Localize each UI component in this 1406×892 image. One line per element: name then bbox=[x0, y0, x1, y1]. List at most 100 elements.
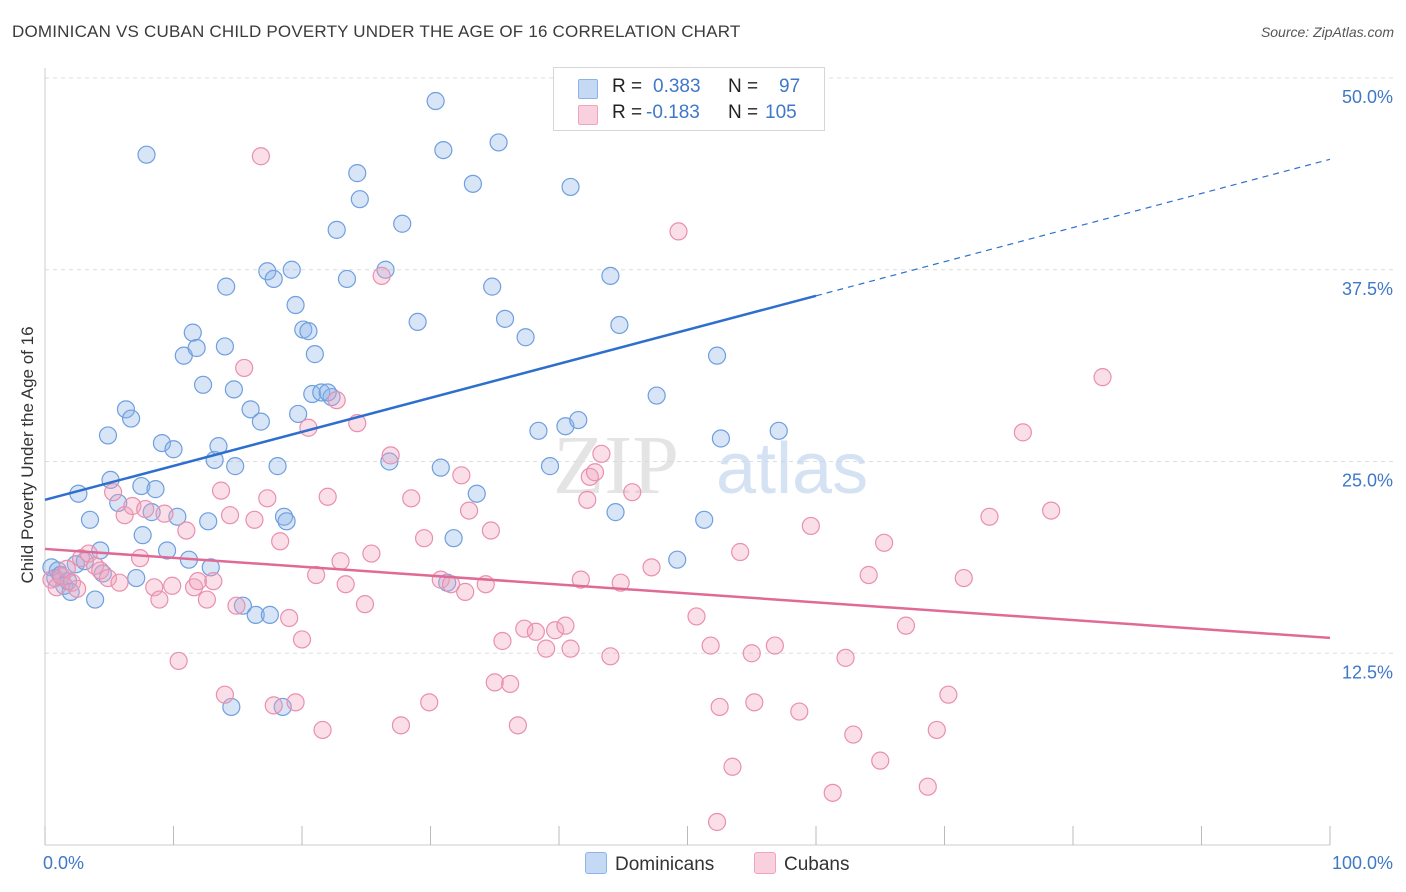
trendlines bbox=[44, 158, 1331, 640]
cuban-point bbox=[155, 504, 174, 523]
x-tick-label: 100.0% bbox=[1332, 853, 1393, 873]
cuban-point bbox=[110, 573, 129, 592]
cuban-point bbox=[556, 616, 575, 635]
dominican-point bbox=[707, 346, 727, 365]
dominican-point bbox=[201, 558, 220, 577]
cuban-point bbox=[918, 777, 937, 796]
cuban-point bbox=[227, 596, 246, 615]
dominican-point bbox=[133, 526, 152, 545]
cuban-point bbox=[414, 529, 434, 548]
cubans-legend-swatch bbox=[754, 852, 776, 874]
correlation-legend: R = 0.383 N = 97 R = -0.183 N = 105 bbox=[553, 67, 825, 131]
legend-r-label: R = bbox=[612, 76, 643, 97]
cuban-point bbox=[875, 533, 894, 552]
cuban-point bbox=[331, 552, 350, 571]
cuban-point bbox=[115, 506, 134, 525]
cuban-point bbox=[286, 693, 305, 712]
cuban-point bbox=[561, 639, 580, 658]
dominican-point bbox=[127, 568, 146, 588]
cuban-point bbox=[258, 489, 277, 508]
cuban-point bbox=[362, 544, 381, 563]
dominicans-swatch bbox=[578, 79, 598, 99]
cuban-point bbox=[215, 685, 234, 704]
y-tick-label: 25.0% bbox=[1342, 471, 1393, 491]
cuban-point bbox=[452, 466, 471, 485]
cuban-point bbox=[508, 716, 527, 735]
cuban-point bbox=[745, 693, 764, 712]
y-tick-label: 50.0% bbox=[1342, 87, 1393, 107]
cuban-point bbox=[245, 510, 264, 529]
dominican-point bbox=[348, 164, 367, 183]
dominican-point bbox=[467, 484, 486, 503]
dominican-point bbox=[569, 410, 588, 430]
dominican-point bbox=[408, 312, 427, 332]
dominican-point bbox=[426, 91, 445, 111]
dominican-point bbox=[561, 177, 580, 197]
legend-r-value: 0.383 bbox=[653, 76, 701, 97]
cuban-point bbox=[292, 630, 312, 649]
cuban-point bbox=[481, 521, 500, 540]
dominican-point bbox=[463, 174, 483, 193]
cuban-point bbox=[391, 716, 411, 735]
chart-title: DOMINICAN VS CUBAN CHILD POVERTY UNDER T… bbox=[12, 22, 741, 41]
dominican-point bbox=[489, 133, 508, 152]
cuban-point bbox=[980, 507, 999, 526]
cuban-point bbox=[578, 490, 597, 509]
cuban-point bbox=[336, 575, 355, 594]
dominican-point bbox=[183, 323, 202, 342]
cuban-point bbox=[318, 487, 337, 506]
dominican-point bbox=[610, 315, 629, 335]
dominicans-trendline bbox=[44, 294, 817, 502]
dominican-point bbox=[260, 605, 279, 625]
cuban-point bbox=[723, 757, 742, 776]
dominicans-trendline-extension bbox=[815, 158, 1331, 297]
y-tick-label: 37.5% bbox=[1342, 279, 1393, 299]
dominican-point bbox=[516, 328, 535, 347]
dominican-point bbox=[529, 421, 548, 440]
cuban-point bbox=[130, 549, 150, 568]
dominicans-legend-label: Dominicans bbox=[615, 854, 715, 875]
legend-r-value: -0.183 bbox=[646, 102, 700, 123]
dominican-point bbox=[146, 480, 165, 499]
dominican-point bbox=[434, 140, 453, 160]
dominican-point bbox=[199, 512, 218, 531]
cuban-point bbox=[710, 697, 729, 717]
chart-source: Source: ZipAtlas.com bbox=[1260, 24, 1394, 40]
cuban-point bbox=[197, 590, 217, 609]
dominican-point bbox=[305, 345, 324, 364]
dominican-point bbox=[215, 337, 234, 356]
cuban-point bbox=[402, 489, 421, 508]
cuban-point bbox=[485, 673, 504, 692]
cuban-point bbox=[939, 685, 958, 704]
cuban-point bbox=[501, 674, 520, 694]
dominican-point bbox=[251, 412, 270, 431]
cuban-point bbox=[859, 565, 878, 585]
cuban-point bbox=[372, 266, 391, 285]
dominican-point bbox=[152, 433, 172, 453]
legend-n-value: 105 bbox=[765, 102, 797, 123]
cuban-point bbox=[177, 521, 196, 540]
dominican-point bbox=[286, 295, 305, 315]
cuban-point bbox=[381, 446, 400, 465]
legend-item-dominicans: Dominicans bbox=[585, 852, 714, 876]
dominican-point bbox=[350, 190, 369, 209]
cuban-point bbox=[844, 725, 863, 744]
dominican-point bbox=[380, 452, 399, 471]
y-tick-label: 12.5% bbox=[1342, 662, 1393, 682]
dominican-point bbox=[137, 145, 156, 164]
cuban-point bbox=[623, 483, 642, 502]
watermark: ZIP atlas bbox=[553, 419, 868, 512]
dominican-point bbox=[226, 457, 245, 476]
dominican-point bbox=[483, 277, 502, 296]
dominicans-legend-swatch bbox=[585, 852, 607, 874]
dominican-point bbox=[277, 512, 296, 531]
dominican-point bbox=[80, 510, 100, 529]
dominican-point bbox=[233, 596, 252, 615]
dominican-point bbox=[164, 440, 183, 459]
cubans-swatch bbox=[578, 105, 598, 125]
dominican-point bbox=[132, 476, 151, 496]
cuban-point bbox=[57, 559, 76, 578]
cuban-point bbox=[98, 568, 118, 588]
dominican-point bbox=[187, 338, 206, 358]
